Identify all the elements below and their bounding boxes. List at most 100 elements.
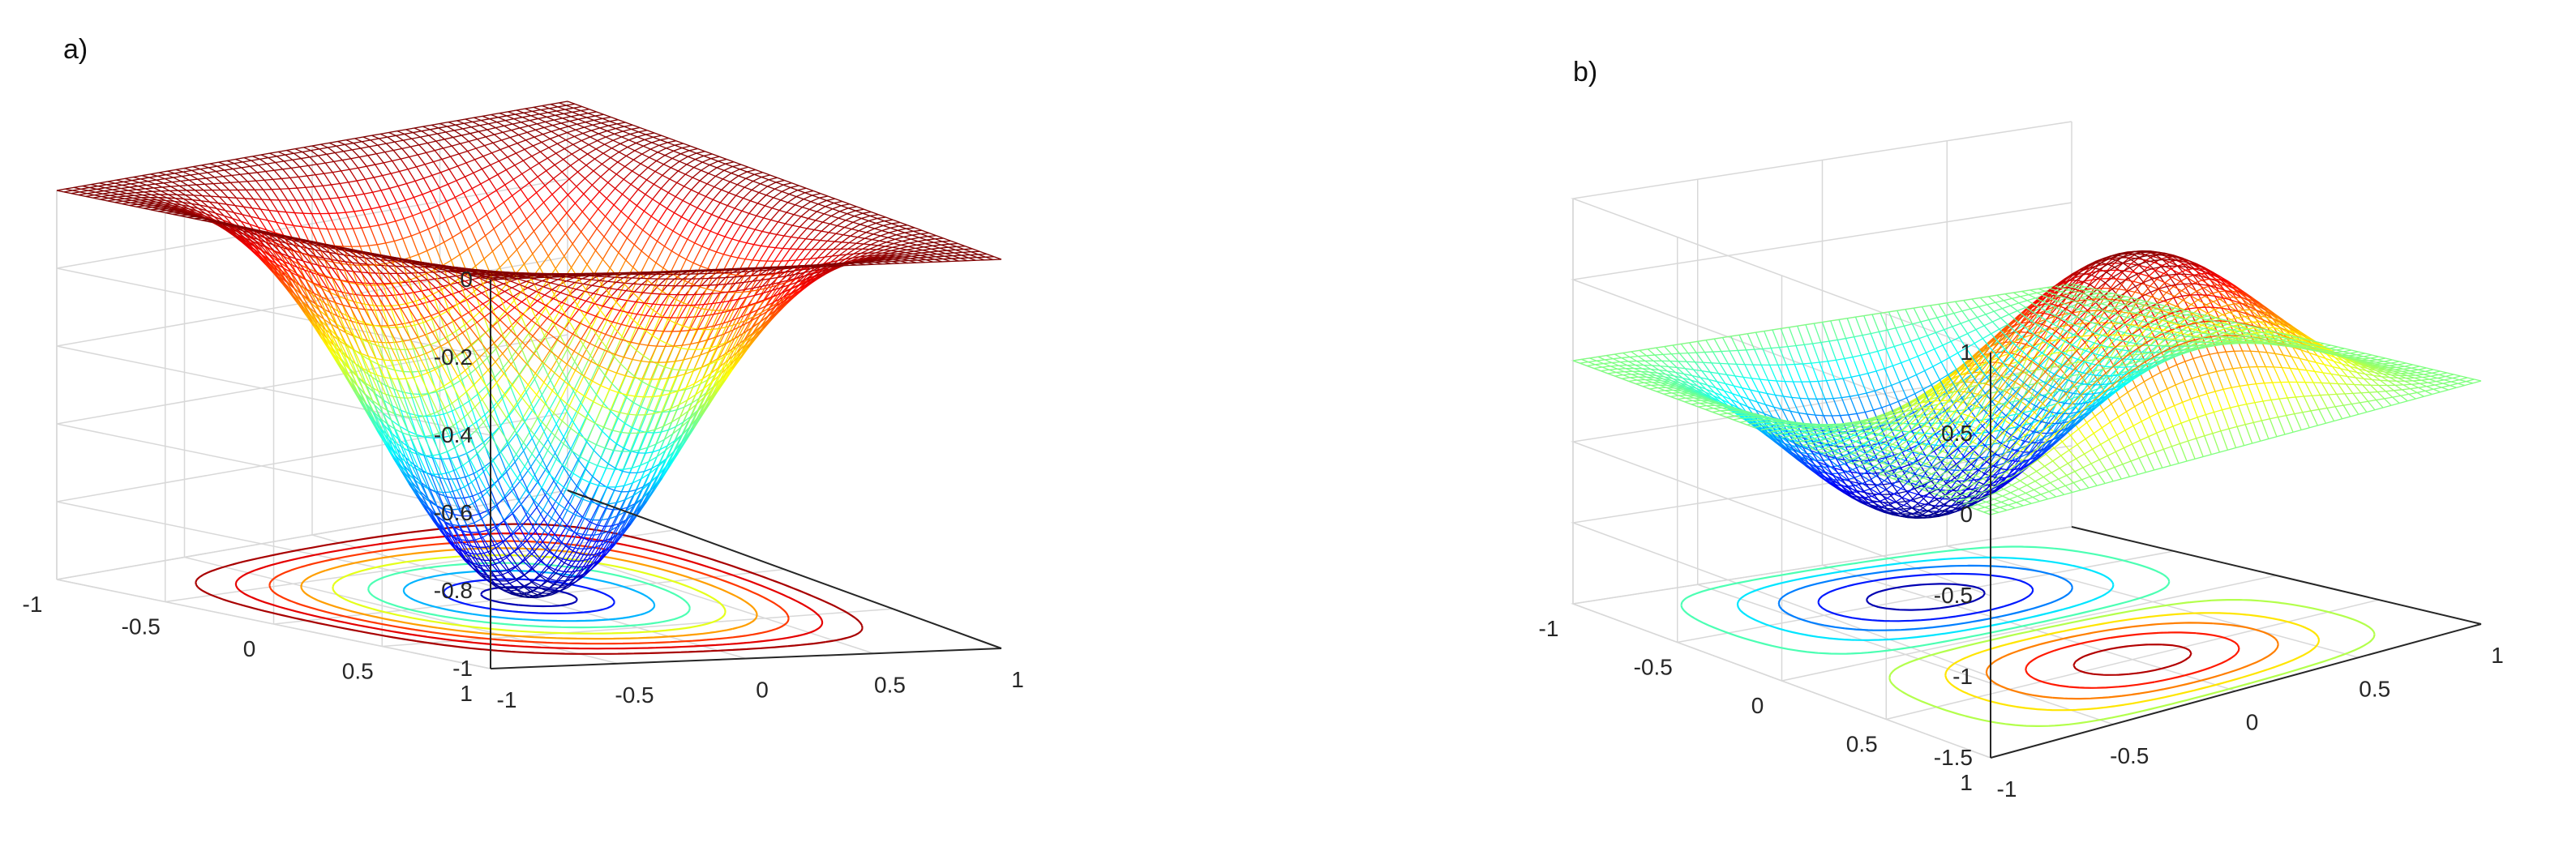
mesh-segment (495, 201, 504, 209)
mesh-segment (226, 160, 235, 165)
mesh-segment (427, 393, 436, 417)
mesh-segment (460, 539, 470, 554)
mesh-segment (506, 407, 515, 418)
mesh-segment (106, 182, 116, 186)
mesh-segment (276, 263, 286, 276)
mesh-segment (371, 133, 381, 136)
mesh-segment (516, 148, 525, 154)
mesh-segment (439, 477, 448, 498)
mesh-segment (727, 195, 737, 207)
mesh-segment (182, 202, 191, 204)
mesh-segment (526, 362, 536, 379)
mesh-segment (375, 162, 384, 165)
mesh-segment (524, 145, 534, 150)
mesh-segment (391, 419, 401, 427)
mesh-segment (512, 291, 521, 297)
mesh-segment (585, 554, 595, 567)
mesh-segment (111, 190, 120, 194)
mesh-segment (536, 507, 545, 520)
mesh-segment (136, 205, 145, 207)
mesh-segment (129, 203, 138, 206)
mesh-segment (773, 287, 782, 297)
mesh-segment (519, 345, 529, 363)
mesh-segment (660, 178, 671, 189)
mesh-segment (638, 431, 647, 451)
mesh-segment (302, 307, 313, 322)
mesh-segment (447, 496, 456, 499)
mesh-segment (508, 454, 517, 466)
mesh-segment (191, 203, 200, 206)
mesh-segment (495, 283, 504, 288)
mesh-segment (366, 164, 375, 167)
mesh-segment (521, 168, 531, 175)
mesh-segment (461, 550, 472, 562)
mesh-segment (640, 274, 649, 279)
mesh-segment (394, 324, 405, 342)
mesh-segment (572, 109, 581, 113)
mesh-segment (598, 351, 607, 366)
mesh-segment (317, 264, 325, 267)
mesh-segment (555, 407, 566, 425)
mesh-segment (534, 530, 543, 542)
mesh-segment (671, 160, 680, 169)
mesh-segment (413, 478, 423, 497)
mesh-segment (437, 517, 448, 533)
mesh-segment (349, 169, 358, 182)
mesh-segment (289, 187, 298, 190)
mesh-segment (560, 491, 569, 502)
mesh-segment (445, 130, 455, 133)
mesh-segment (525, 551, 535, 560)
mesh-segment (396, 130, 405, 135)
mesh-segment (412, 281, 422, 292)
mesh-segment (574, 132, 584, 138)
mesh-segment (649, 220, 659, 237)
mesh-segment (605, 204, 615, 217)
mesh-segment (527, 373, 536, 386)
mesh-segment (370, 225, 379, 228)
mesh-segment (286, 275, 295, 289)
mesh-segment (105, 186, 114, 189)
mesh-segment (216, 165, 225, 171)
mesh-segment (521, 504, 529, 520)
mesh-segment (438, 493, 447, 511)
mesh-segment (564, 571, 573, 582)
mesh-segment (337, 140, 345, 145)
mesh-segment (395, 220, 404, 239)
mesh-segment (208, 167, 216, 173)
mesh-segment (461, 312, 469, 318)
mesh-segment (706, 361, 717, 381)
mesh-segment (223, 227, 233, 234)
mesh-segment (580, 554, 588, 556)
mesh-segment (585, 401, 594, 419)
mesh-segment (248, 229, 258, 236)
mesh-segment (385, 143, 394, 151)
mesh-segment (739, 306, 749, 323)
mesh-segment (715, 323, 724, 338)
mesh-segment (401, 148, 410, 157)
mesh-segment (261, 254, 272, 266)
mesh-segment (680, 203, 691, 217)
mesh-segment (451, 143, 461, 147)
mesh-segment (515, 313, 524, 322)
mesh-segment (228, 225, 238, 233)
mesh-segment (210, 195, 219, 204)
mesh-segment (588, 540, 597, 542)
mesh-segment (493, 335, 502, 344)
mesh-segment (549, 106, 559, 109)
mesh-segment (528, 333, 537, 350)
mesh-segment (208, 201, 217, 209)
mesh-segment (742, 321, 751, 334)
mesh-segment (371, 387, 380, 406)
mesh-segment (319, 335, 330, 350)
mesh-segment (413, 130, 422, 134)
mesh-segment (400, 468, 410, 485)
mesh-segment (713, 301, 722, 315)
mesh-segment (107, 179, 117, 182)
mesh-segment (581, 461, 590, 479)
mesh-segment (707, 325, 716, 340)
mesh-segment (451, 536, 460, 550)
mesh-segment (384, 443, 394, 459)
mesh-segment (650, 203, 661, 217)
mesh-segment (282, 260, 290, 265)
mesh-segment (706, 175, 716, 185)
